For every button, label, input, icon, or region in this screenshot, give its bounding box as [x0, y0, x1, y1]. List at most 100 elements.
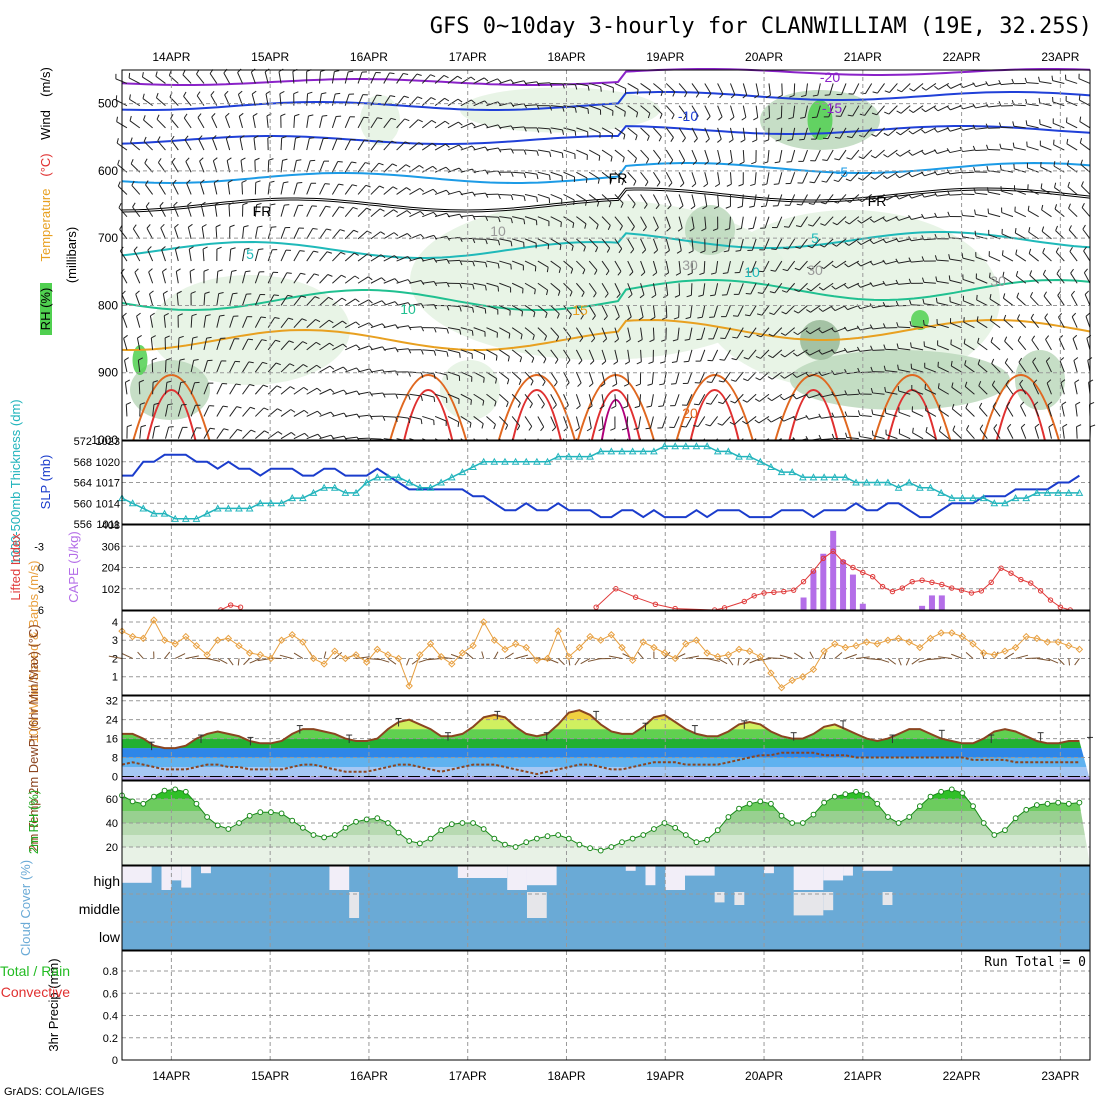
wind-barb [278, 71, 282, 84]
wind-barb-flag [587, 405, 593, 410]
wind-barb [117, 185, 128, 195]
rh-marker [587, 845, 593, 852]
wind-barb-flag [1083, 246, 1087, 252]
wind-barb [688, 349, 693, 362]
wind-barb [190, 405, 196, 417]
wind-barb-flag [553, 381, 558, 387]
wind-barb-flag [392, 163, 398, 167]
wind-barb-flag [793, 310, 799, 314]
wind-barb-flag [857, 389, 861, 395]
rh-marker [619, 839, 625, 846]
surface-wind-barb [905, 658, 910, 666]
thickness-marker [884, 478, 892, 486]
wind-barb [499, 282, 511, 288]
wind-barb-flag [792, 373, 798, 378]
wind-barb-flag [896, 89, 902, 93]
wind-barb-flag [536, 197, 538, 203]
wind-barb [170, 139, 179, 151]
wind-barb [989, 298, 1001, 306]
wind-barb [370, 140, 379, 151]
thickness-marker [416, 483, 424, 491]
wind-barb [229, 383, 237, 395]
wind-barb-flag [431, 142, 437, 147]
wind-barb [319, 411, 331, 417]
wind-barb [1004, 362, 1014, 373]
thickness-marker [224, 504, 233, 512]
thickness-marker [341, 488, 350, 496]
wind-speed-marker [916, 643, 924, 652]
wind-barb [145, 184, 154, 195]
wind-barb [1060, 382, 1065, 395]
wind-barb [749, 305, 757, 316]
wind-barb [1019, 383, 1027, 395]
wind-barb-flag [998, 79, 1002, 85]
wind-barb-flag [255, 180, 261, 183]
wind-barb [952, 408, 962, 417]
wind-barb [588, 149, 600, 157]
wind-barb-flag [141, 72, 144, 78]
surface-wind-barb [845, 653, 857, 659]
precip-tick: 0.4 [103, 1011, 118, 1023]
rh-marker [736, 805, 742, 812]
wind-barb-flag [974, 209, 976, 215]
wind-speed-marker [384, 651, 392, 659]
wind-barb [652, 216, 659, 228]
surface-wind-barb [515, 654, 528, 659]
wind-barb [319, 160, 325, 173]
wind-barb-flag [549, 105, 553, 111]
wind-barb [938, 83, 949, 90]
wind-barb [924, 367, 937, 373]
wind-barb [796, 371, 808, 378]
wind-barb [678, 216, 683, 229]
wind-barb [172, 183, 179, 195]
wind-barb-flag [150, 312, 155, 317]
wind-barb [627, 349, 630, 362]
wind-barb-flag [176, 290, 182, 294]
wind-barb [190, 382, 196, 395]
wind-barb [836, 238, 847, 247]
wind-barb [498, 393, 509, 403]
wind-barb-flag [742, 94, 748, 99]
wind-barb-flag [459, 352, 461, 358]
wind-barb-flag [938, 426, 942, 432]
wind-barb-flag [316, 364, 322, 369]
wind-barb [1054, 187, 1065, 195]
mid-cloud-block [526, 892, 547, 918]
wind-barb-flag [921, 235, 925, 241]
slp-tick: 1014 [96, 498, 120, 510]
wind-barb [1065, 79, 1078, 84]
wind-barb-flag [658, 405, 664, 407]
wind-barb-flag [669, 159, 674, 165]
wind-barb-flag [262, 361, 268, 365]
wind-barb [486, 147, 499, 151]
wind-barb [306, 183, 312, 195]
wind-barb [837, 194, 847, 204]
thickness-marker [628, 447, 637, 455]
wind-barb-flag [433, 304, 437, 310]
wind-barb [685, 416, 693, 428]
wind-barb-flag [549, 151, 552, 157]
wind-barb-flag [705, 423, 711, 427]
thickness-marker [352, 488, 360, 496]
wind-barb [460, 76, 472, 84]
wind-barb [188, 249, 192, 262]
wind-barb [512, 80, 524, 84]
wind-barb [802, 149, 808, 162]
wind-barb [1069, 251, 1078, 262]
wind-barb-flag [589, 360, 595, 365]
cape-tick: 204 [102, 563, 120, 575]
wind-barb [601, 305, 608, 317]
wind-barb-flag [472, 284, 475, 290]
wind-barb [162, 293, 166, 306]
surface-wind-barb [1026, 657, 1041, 659]
wind-barb [216, 293, 220, 306]
wind-barb-flag [403, 95, 409, 99]
wind-speed-marker [501, 645, 509, 654]
wind-barb [988, 191, 1001, 195]
thickness-marker [288, 494, 297, 502]
wind-barb [627, 283, 633, 295]
wind-barb-flag [764, 117, 770, 121]
wind-barb-flag [1068, 225, 1072, 231]
wind-barb-flag [316, 387, 322, 392]
